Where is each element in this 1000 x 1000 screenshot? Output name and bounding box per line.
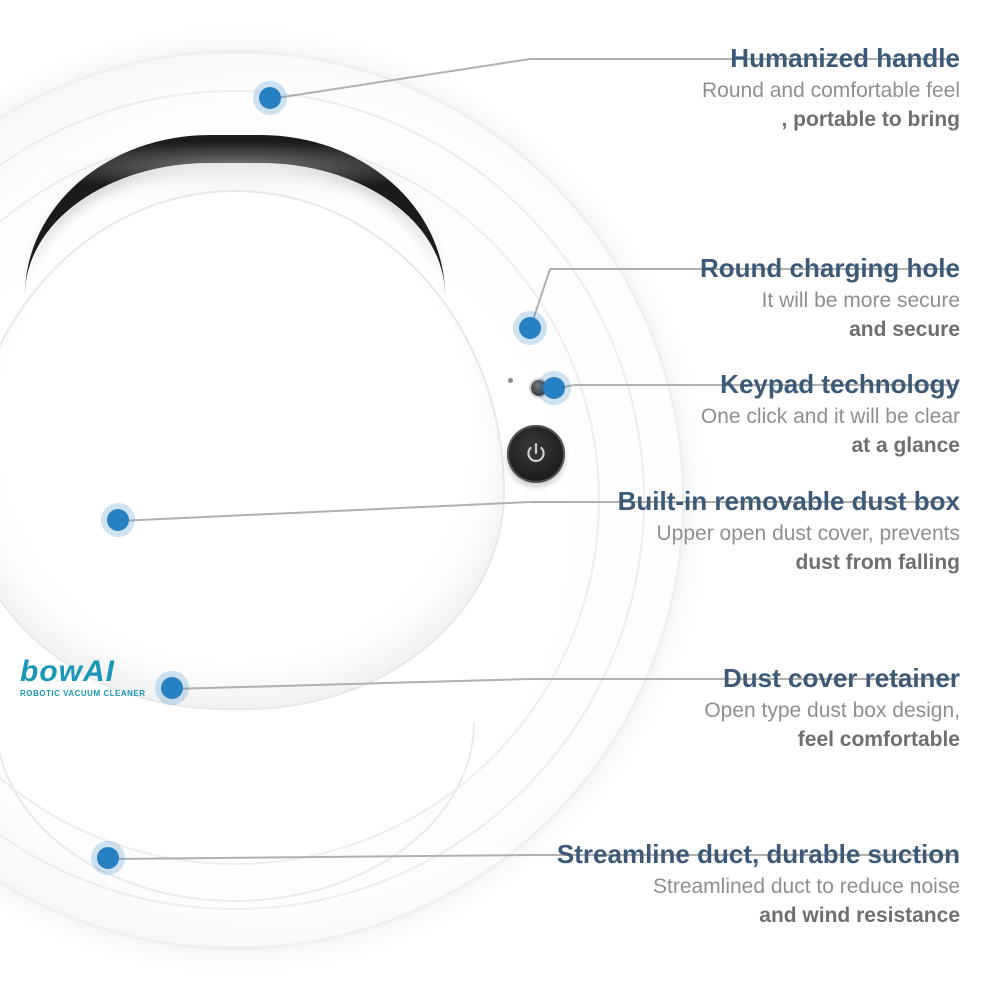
feature-desc-bold: , portable to bring [520, 105, 960, 134]
feature-desc: Streamlined duct to reduce noise [520, 872, 960, 901]
feature-title: Keypad technology [520, 368, 960, 402]
feature-title: Round charging hole [520, 252, 960, 286]
feature-desc: Upper open dust cover, prevents [520, 519, 960, 548]
feature-item: Dust cover retainerOpen type dust box de… [520, 662, 960, 755]
callout-marker [107, 509, 129, 531]
feature-title: Built-in removable dust box [520, 485, 960, 519]
feature-title: Humanized handle [520, 42, 960, 76]
feature-desc-bold: dust from falling [520, 548, 960, 577]
feature-item: Humanized handleRound and comfortable fe… [520, 42, 960, 135]
feature-item: Streamline duct, durable suctionStreamli… [520, 838, 960, 931]
brand-logo: bowAI ROBOTIC VACUUM CLEANER [20, 655, 146, 698]
feature-item: Keypad technologyOne click and it will b… [520, 368, 960, 461]
brand-tagline: ROBOTIC VACUUM CLEANER [20, 689, 146, 698]
feature-item: Built-in removable dust boxUpper open du… [520, 485, 960, 578]
feature-desc: Round and comfortable feel [520, 76, 960, 105]
feature-desc: It will be more secure [520, 286, 960, 315]
feature-desc-bold: at a glance [520, 431, 960, 460]
feature-desc: One click and it will be clear [520, 402, 960, 431]
led-hole [508, 378, 513, 383]
feature-desc-bold: and wind resistance [520, 901, 960, 930]
callout-marker [161, 677, 183, 699]
feature-title: Streamline duct, durable suction [520, 838, 960, 872]
brand-name: bowAI [20, 655, 115, 688]
infographic-stage: bowAI ROBOTIC VACUUM CLEANER Humanized h… [0, 0, 1000, 1000]
callout-marker [259, 87, 281, 109]
feature-desc-bold: feel comfortable [520, 725, 960, 754]
feature-item: Round charging holeIt will be more secur… [520, 252, 960, 345]
callout-marker [97, 847, 119, 869]
feature-title: Dust cover retainer [520, 662, 960, 696]
feature-desc-bold: and secure [520, 315, 960, 344]
feature-desc: Open type dust box design, [520, 696, 960, 725]
